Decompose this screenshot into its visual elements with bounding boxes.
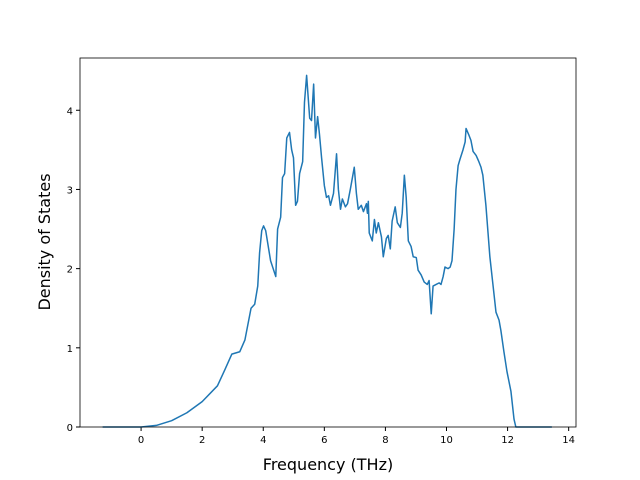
x-tick-label: 14 — [562, 435, 575, 446]
y-tick-label: 1 — [67, 344, 73, 355]
y-tick-label: 3 — [67, 185, 73, 196]
plot-frame — [79, 57, 577, 428]
x-tick-label: 6 — [321, 435, 327, 446]
x-tick-label: 4 — [260, 435, 266, 446]
x-tick-label: 8 — [382, 435, 388, 446]
y-tick-label: 4 — [67, 106, 73, 117]
x-axis-label: Frequency (THz) — [263, 455, 393, 474]
x-tick-label: 12 — [501, 435, 514, 446]
y-axis-label: Density of States — [35, 173, 54, 310]
line — [102, 74, 552, 428]
x-tick-label: 10 — [440, 435, 453, 446]
x-tick-label: 0 — [138, 435, 144, 446]
x-tick-label: 2 — [199, 435, 205, 446]
y-tick-label: 2 — [67, 265, 73, 276]
y-tick-label: 0 — [67, 423, 73, 434]
